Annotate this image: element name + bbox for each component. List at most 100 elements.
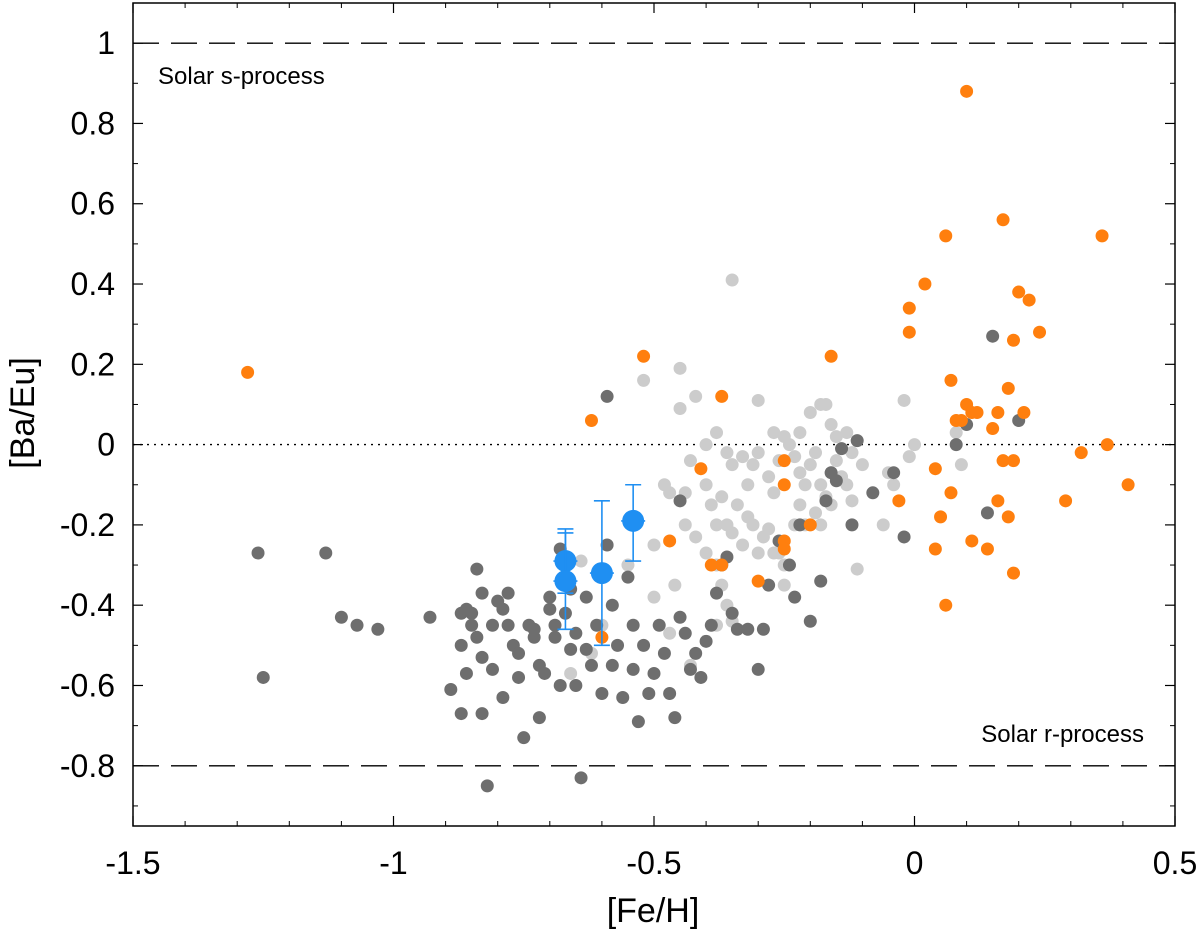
data-point-dark-gray [647,666,661,680]
data-point-dark-gray [579,642,593,656]
data-point-dark-gray [689,646,703,660]
data-point-light-gray [829,454,843,468]
data-point-light-gray [673,361,687,375]
data-point-light-gray [663,486,677,500]
data-point-dark-gray [621,570,635,584]
data-point-dark-gray [673,610,687,624]
data-point-orange [803,518,817,532]
data-point-dark-gray [788,590,802,604]
data-point-dark-gray [803,614,817,628]
data-point-dark-gray [616,691,630,705]
data-point-light-gray [746,518,760,532]
data-point-orange [751,574,765,588]
data-point-light-gray [689,389,703,403]
data-point-light-gray [751,446,765,460]
data-point-light-gray [725,458,739,472]
data-point-dark-gray [512,646,526,660]
data-point-orange [902,325,916,339]
data-point-dark-gray [319,546,333,560]
data-point-orange [694,462,708,476]
data-point-light-gray [741,478,755,492]
data-point-light-gray [678,518,692,532]
data-points [241,84,1135,793]
y-tick-label: 0.4 [71,266,115,302]
data-point-light-gray [736,450,750,464]
data-point-dark-gray [527,630,541,644]
data-point-dark-gray [454,638,468,652]
y-tick-label: -0.4 [60,587,115,623]
data-point-orange [663,534,677,548]
data-point-dark-gray [605,658,619,672]
data-point-blue [554,570,577,593]
data-point-dark-gray [459,666,473,680]
data-point-dark-gray [600,389,614,403]
data-point-light-gray [647,590,661,604]
data-point-orange [1001,510,1015,524]
data-point-light-gray [809,506,823,520]
axis-ticks: -1.5 -1 -0.5 0 0.5 -0.8 -0.6 -0.4 -0.2 0 0.2 0.4 0.6… [60,3,1197,881]
data-point-dark-gray [887,466,901,480]
data-point-dark-gray [652,618,666,632]
data-point-light-gray [762,522,776,536]
data-point-dark-gray [371,622,385,636]
y-tick-label: 0 [97,427,115,463]
data-point-dark-gray [553,678,567,692]
data-point-orange [1095,229,1109,243]
data-point-light-gray [824,418,838,432]
data-point-dark-gray [631,715,645,729]
x-tick-label: -1 [379,845,407,881]
data-point-orange [1017,405,1031,419]
data-point-orange [996,454,1010,468]
data-point-orange [704,558,718,572]
data-point-orange [892,494,906,508]
data-point-light-gray [730,498,744,512]
data-point-orange [824,349,838,363]
data-point-light-gray [689,530,703,544]
data-point-light-gray [840,478,854,492]
data-point-orange [980,542,994,556]
data-point-light-gray [663,626,677,640]
data-point-orange [965,534,979,548]
data-point-dark-gray [496,691,510,705]
data-point-dark-gray [626,662,640,676]
data-point-orange [1033,325,1047,339]
data-point-light-gray [829,430,843,444]
data-point-dark-gray [793,518,807,532]
x-axis-title: [Fe/H] [607,892,700,930]
data-point-dark-gray [980,506,994,520]
data-point-light-gray [574,554,588,568]
data-point-dark-gray [663,687,677,701]
data-point-orange [1121,478,1135,492]
data-point-dark-gray [470,562,484,576]
data-point-light-gray [855,458,869,472]
data-point-dark-gray [741,622,755,636]
data-point-dark-gray [590,618,604,632]
data-point-dark-gray [694,670,708,684]
data-point-orange [241,365,255,379]
data-point-light-gray [840,426,854,440]
data-point-dark-gray [986,329,1000,343]
data-point-dark-gray [668,711,682,725]
data-point-dark-gray [584,658,598,672]
data-point-orange [1006,454,1020,468]
data-point-light-gray [704,498,718,512]
data-point-orange [996,213,1010,227]
data-point-orange [1074,446,1088,460]
data-point-orange [1001,381,1015,395]
data-point-dark-gray [465,618,479,632]
data-point-dark-gray [626,618,640,632]
data-point-light-gray [793,426,807,440]
data-point-light-gray [710,426,724,440]
data-point-dark-gray [725,606,739,620]
data-point-dark-gray [642,687,656,701]
data-point-dark-gray [475,586,489,600]
data-point-light-gray [793,498,807,512]
data-point-light-gray [949,426,963,440]
data-point-light-gray [845,446,859,460]
data-point-dark-gray [574,771,588,785]
data-point-orange [777,542,791,556]
data-point-light-gray [699,478,713,492]
data-point-light-gray [908,438,921,452]
data-point-orange [902,301,916,315]
